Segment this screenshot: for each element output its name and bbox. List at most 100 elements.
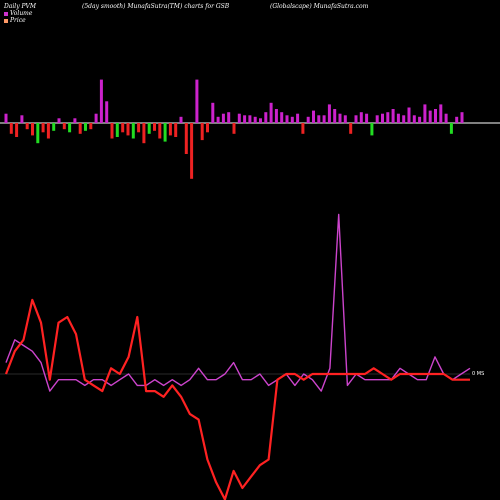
volume-bar [211, 102, 215, 123]
volume-bar [365, 113, 369, 123]
volume-bar [46, 123, 50, 139]
volume-bar [306, 116, 310, 123]
volume-bar [386, 112, 390, 123]
volume-bar [444, 113, 448, 123]
volume-bar [322, 115, 326, 124]
volume-bar [455, 116, 459, 123]
volume-bar [78, 123, 82, 134]
volume-bar [338, 113, 342, 123]
volume-bar [190, 123, 194, 179]
volume-bar [52, 123, 56, 131]
volume-bar [290, 116, 294, 123]
volume-bar [396, 113, 400, 123]
volume-bar [36, 123, 40, 144]
chart-title: (5day smooth) MunafaSutra(TM) charts for… [82, 3, 230, 10]
volume-bar [25, 123, 29, 130]
volume-bar [206, 123, 209, 133]
volume-bar [73, 118, 77, 123]
volume-bar [375, 115, 379, 124]
volume-bar [402, 115, 406, 124]
volume-bar [232, 123, 236, 134]
chart-type-label: Daily PVM [4, 3, 37, 10]
volume-bar [9, 123, 13, 134]
volume-bar [460, 112, 464, 123]
volume-bar [285, 115, 289, 124]
volume-bar [301, 123, 305, 134]
legend-price: Price [4, 17, 26, 24]
volume-bar [115, 123, 119, 137]
volume-bar [264, 112, 268, 123]
volume-bar [423, 104, 427, 123]
volume-bar [20, 115, 24, 124]
volume-bar [280, 112, 284, 123]
volume-bar [269, 102, 273, 123]
volume-bar [158, 123, 162, 139]
volume-bar [428, 110, 432, 123]
volume-bar [105, 101, 109, 123]
volume-bar [137, 123, 141, 133]
volume-bar [243, 115, 247, 124]
volume-bar [296, 113, 300, 123]
volume-bar [62, 123, 66, 130]
volume-bar [121, 123, 125, 133]
volume-bar [4, 113, 8, 123]
volume-bar [216, 116, 220, 123]
volume-bar [333, 109, 337, 123]
volume-bar [312, 110, 315, 123]
volume-bar [407, 107, 411, 123]
volume-bar [168, 123, 172, 136]
legend-volume-swatch [4, 11, 8, 16]
volume-line [5, 213, 471, 392]
volume-bar [200, 123, 204, 141]
volume-bar [418, 116, 422, 123]
volume-bar [99, 79, 103, 123]
volume-bar [359, 112, 363, 123]
volume-bar [89, 123, 93, 130]
volume-bar [131, 123, 135, 139]
volume-bar [153, 123, 156, 131]
volume-bar [327, 104, 331, 123]
volume-bar [126, 123, 130, 136]
legend-volume: Volume [4, 10, 32, 17]
volume-bar [349, 123, 353, 134]
volume-bar [179, 116, 183, 123]
volume-bar [31, 123, 34, 136]
volume-bar [15, 123, 19, 137]
volume-bar [184, 123, 188, 154]
volume-bar [439, 104, 443, 123]
volume-bar [449, 123, 453, 134]
volume-bar [248, 115, 252, 124]
volume-bar [84, 123, 87, 131]
volume-bar [57, 118, 61, 123]
price-line [4, 298, 470, 500]
volume-bar [142, 123, 146, 144]
volume-bar [412, 115, 416, 124]
volume-bar [354, 115, 358, 124]
volume-bar [317, 115, 321, 124]
volume-bar [68, 123, 72, 133]
volume-bar [370, 123, 374, 136]
volume-bar [259, 118, 262, 123]
volume-bar [381, 113, 384, 123]
legend-volume-label: Volume [10, 10, 33, 17]
volume-bar [163, 123, 167, 142]
baseline-label: 0 MS [472, 371, 485, 377]
volume-bar [391, 109, 395, 123]
legend-price-label: Price [10, 17, 26, 24]
volume-bar [147, 123, 151, 134]
chart-source: (Globalscape) MunafaSutra.com [270, 3, 369, 10]
volume-bar [253, 116, 257, 123]
volume-bar [434, 109, 437, 123]
volume-bar [343, 115, 347, 124]
volume-bar [110, 123, 114, 139]
volume-bar [227, 112, 231, 123]
volume-bar [195, 79, 199, 123]
volume-bar [41, 123, 45, 133]
volume-bar [274, 109, 278, 123]
volume-bar [94, 113, 98, 123]
volume-bar [237, 113, 241, 123]
volume-bar [221, 113, 225, 123]
legend-price-swatch [4, 18, 8, 23]
volume-bar [174, 123, 178, 137]
